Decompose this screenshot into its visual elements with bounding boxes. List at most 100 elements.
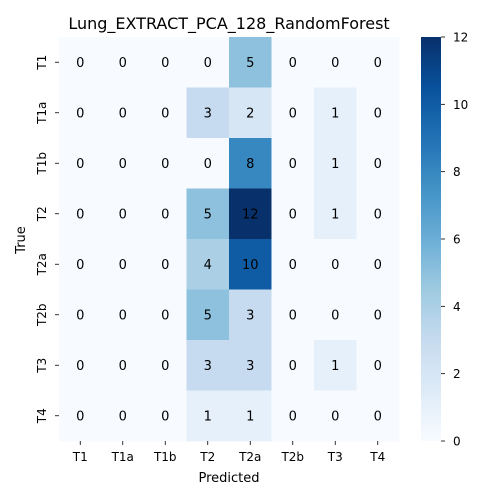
heatmap-cell — [271, 239, 315, 290]
heatmap-cell — [59, 87, 102, 139]
heatmap-cell — [356, 188, 400, 240]
heatmap-cell — [144, 340, 187, 391]
cell-value-label: 0 — [119, 56, 127, 71]
heatmap-cell — [59, 239, 102, 290]
heatmap-cell — [356, 138, 400, 189]
heatmap-cell — [356, 37, 400, 88]
heatmap-cell — [229, 87, 272, 139]
cell-value-label: 0 — [161, 258, 169, 273]
cell-value-label: 0 — [119, 308, 127, 323]
y-axis-label: True — [14, 226, 29, 255]
heatmap-cell — [59, 340, 102, 391]
heatmap-cell — [59, 37, 102, 88]
heatmap-cell — [271, 87, 315, 139]
cell-value-label: 0 — [374, 157, 382, 172]
cell-value-label: 3 — [204, 359, 212, 374]
heatmap-cell — [271, 289, 315, 341]
cell-value-label: 0 — [76, 56, 84, 71]
x-axis-ticks: T1 T1a T1b T2 T2a T2b T3 T4 — [72, 441, 385, 464]
cell-value-label: 0 — [161, 308, 169, 323]
heatmap-cell — [101, 37, 145, 88]
cell-value-label: 0 — [374, 106, 382, 121]
y-tick-label: T2a — [35, 253, 49, 276]
heatmap-cell — [229, 289, 272, 341]
heatmap-cell — [314, 37, 357, 88]
colorbar-tick-label: 4 — [453, 300, 461, 314]
heatmap-cell — [186, 390, 230, 442]
cell-value-label: 0 — [374, 409, 382, 424]
heatmap-cell — [144, 239, 187, 290]
cell-value-label: 0 — [374, 258, 382, 273]
heatmap-cell — [314, 289, 357, 341]
y-tick-label: T2b — [35, 303, 49, 327]
cell-value-label: 0 — [289, 56, 297, 71]
colorbar-tick-label: 12 — [453, 31, 468, 45]
heatmap-cell — [314, 188, 357, 240]
heatmap-cell — [229, 138, 272, 189]
cell-value-label: 0 — [289, 359, 297, 374]
heatmap-cell — [229, 390, 272, 442]
heatmap-cell — [271, 390, 315, 442]
heatmap-cell — [186, 289, 230, 341]
heatmap-cell — [271, 340, 315, 391]
cell-value-label: 0 — [331, 258, 339, 273]
cell-value-label: 0 — [204, 56, 212, 71]
cell-value-label: 0 — [119, 106, 127, 121]
x-tick-label: T2 — [199, 450, 215, 464]
cell-value-label: 10 — [242, 258, 259, 273]
heatmap-cell — [101, 239, 145, 290]
heatmap-cell — [356, 87, 400, 139]
cell-value-label: 0 — [76, 106, 84, 121]
cell-value-label: 3 — [246, 359, 254, 374]
cell-value-label: 0 — [331, 409, 339, 424]
cell-value-label: 0 — [374, 359, 382, 374]
heatmap-cell — [186, 188, 230, 240]
heatmap-cell — [229, 340, 272, 391]
colorbar-gradient — [421, 37, 441, 441]
heatmap-cell — [314, 390, 357, 442]
heatmap-cell — [101, 87, 145, 139]
cell-value-label: 0 — [374, 56, 382, 71]
y-axis-ticks: T1 T1a T1b T2 T2a T2b T3 T4 — [35, 55, 59, 424]
y-tick-label: T3 — [35, 358, 49, 374]
heatmap-cell — [229, 239, 272, 290]
cell-value-label: 0 — [289, 308, 297, 323]
heatmap-cell — [314, 87, 357, 139]
cell-value-label: 5 — [204, 207, 212, 222]
cell-value-label: 0 — [119, 359, 127, 374]
cell-value-label: 1 — [246, 409, 254, 424]
cell-value-label: 0 — [289, 409, 297, 424]
cell-value-label: 0 — [161, 359, 169, 374]
heatmap-cell — [144, 390, 187, 442]
cell-value-label: 5 — [204, 308, 212, 323]
cell-value-label: 0 — [374, 207, 382, 222]
cell-value-label: 0 — [119, 258, 127, 273]
cell-value-label: 0 — [161, 106, 169, 121]
cell-value-label: 3 — [246, 308, 254, 323]
heatmap-cell — [186, 138, 230, 189]
cell-value-label: 0 — [76, 409, 84, 424]
y-tick-label: T2 — [35, 206, 49, 222]
heatmap-cell — [186, 239, 230, 290]
cell-value-label: 0 — [331, 56, 339, 71]
heatmap-cell — [101, 138, 145, 189]
cell-value-label: 4 — [204, 258, 212, 273]
cell-value-label: 0 — [76, 157, 84, 172]
heatmap-cell — [101, 289, 145, 341]
y-tick-label: T1 — [35, 55, 49, 71]
cell-value-label: 1 — [204, 409, 212, 424]
cell-value-label: 5 — [246, 56, 254, 71]
heatmap-cell — [356, 340, 400, 391]
heatmap-cell — [314, 340, 357, 391]
cell-value-label: 0 — [289, 157, 297, 172]
heatmap-cell — [144, 87, 187, 139]
heatmap-cell — [271, 37, 315, 88]
cell-value-label: 0 — [161, 56, 169, 71]
x-tick-label: T2a — [238, 450, 261, 464]
cell-value-label: 2 — [246, 106, 254, 121]
heatmap-cell — [356, 289, 400, 341]
cell-value-label: 3 — [204, 106, 212, 121]
heatmap-cell — [229, 188, 272, 240]
heatmap-cell — [59, 289, 102, 341]
